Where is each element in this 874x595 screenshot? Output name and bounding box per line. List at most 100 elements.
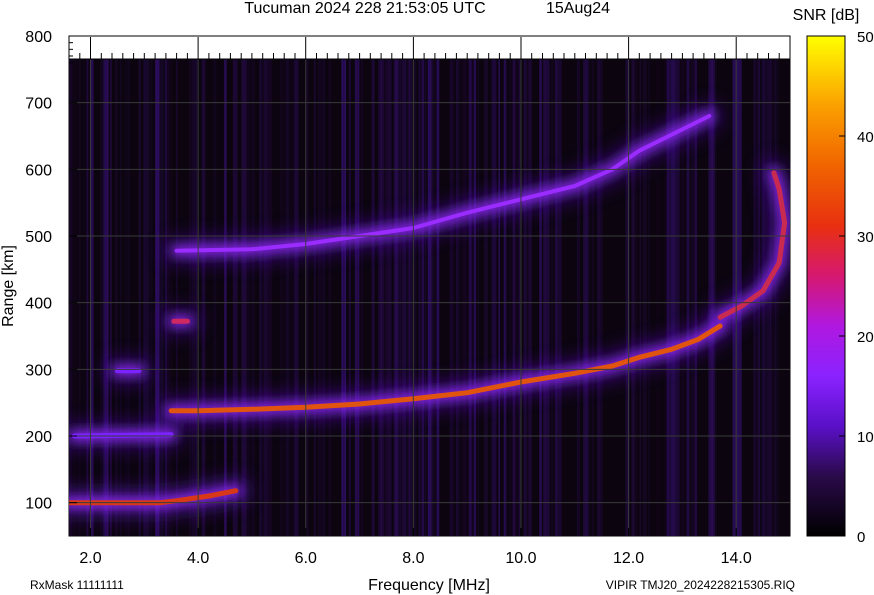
noise-column [155,59,158,536]
noise-column [553,59,556,536]
noise-column [639,59,641,536]
noise-column [159,59,164,536]
noise-column [491,59,496,536]
noise-column [305,59,309,536]
colorbar-tick-label: 10 [857,429,874,446]
noise-column [386,59,388,536]
noise-column [398,59,403,536]
noise-column [773,59,779,536]
noise-column [667,59,670,536]
noise-column [393,59,398,536]
noise-column [427,59,432,536]
trace-1 [168,323,723,414]
noise-column [267,59,273,536]
noise-column [508,59,512,536]
noise-column [468,59,470,536]
noise-column [713,59,717,536]
noise-column [328,59,331,536]
noise-column [242,59,248,536]
noise-column [165,59,170,536]
noise-column [543,59,548,536]
noise-column [380,59,385,536]
noise-column [462,59,467,536]
trace-3 [174,114,712,253]
noise-column [546,59,550,536]
grid-lines [69,59,790,536]
noise-column [191,59,196,536]
noise-column [259,59,262,536]
noise-column [119,59,122,536]
noise-column [598,59,603,536]
noise-column [456,59,461,536]
x-axis-label: Frequency [MHz] [368,577,490,594]
noise-column [78,59,81,536]
noise-column [656,59,660,536]
noise-column [115,59,118,536]
noise-column [407,59,411,536]
colorbar-label: SNR [dB] [793,7,860,24]
noise-column [512,59,516,536]
noise-column [138,59,141,536]
colorbar-tick-label: 40 [857,129,874,146]
noise-column [404,59,407,536]
noise-column [224,59,227,536]
noise-column [165,59,167,536]
noise-column [436,59,440,536]
y-tick-label: 800 [25,29,52,46]
echo-traces [69,114,788,506]
noise-column [86,59,89,536]
noise-column [189,59,191,536]
noise-column [456,59,459,536]
noise-column [286,59,289,536]
noise-column [708,59,714,536]
x-tick-label: 8.0 [402,550,424,567]
noise-column [127,59,130,536]
y-tick-label: 500 [25,229,52,246]
colorbar-tick-label: 50 [857,29,874,46]
x-tick-label: 14.0 [721,550,752,567]
footer-file: VIPIR TMJ20_2024228215305.RIQ [606,578,795,592]
noise-column [90,59,94,536]
noise-column [354,59,360,536]
noise-column [539,59,542,536]
y-tick-label: 200 [25,429,52,446]
noise-column [143,59,147,536]
colorbar-tick-label: 30 [857,229,874,246]
noise-column [281,59,287,536]
noise-column [124,59,130,536]
noise-column [591,59,594,536]
noise-column [263,59,268,536]
noise-column [477,59,480,536]
noise-column [709,59,712,536]
noise-column [422,59,426,536]
noise-column [694,59,698,536]
noise-column [543,59,545,536]
noise-column [348,59,351,536]
noise-column [146,59,150,536]
noise-column [176,59,178,536]
noise-column [378,59,382,536]
x-tick-label: 12.0 [613,550,644,567]
noise-column [666,59,672,536]
noise-column [690,59,694,536]
noise-column [431,59,434,536]
noise-column [674,59,680,536]
noise-column [371,59,373,536]
noise-column [551,59,553,536]
noise-column [631,59,636,536]
noise-column [473,59,476,536]
noise-column [583,59,588,536]
colorbar [806,35,846,537]
noise-column [421,59,424,536]
noise-column [394,59,399,536]
noise-column [664,59,669,536]
y-tick-label: 300 [25,362,52,379]
noise-column [322,59,325,536]
noise-column [201,59,206,536]
noise-column [639,59,641,536]
noise-column [494,59,497,536]
axes: 2.0 4.0 6.0 8.0 10.0 12.0 14.0 100 200 300 400 500 6… [25,29,791,567]
noise-column [356,59,359,536]
noise-column [625,59,630,536]
y-tick-label: 700 [25,96,52,113]
